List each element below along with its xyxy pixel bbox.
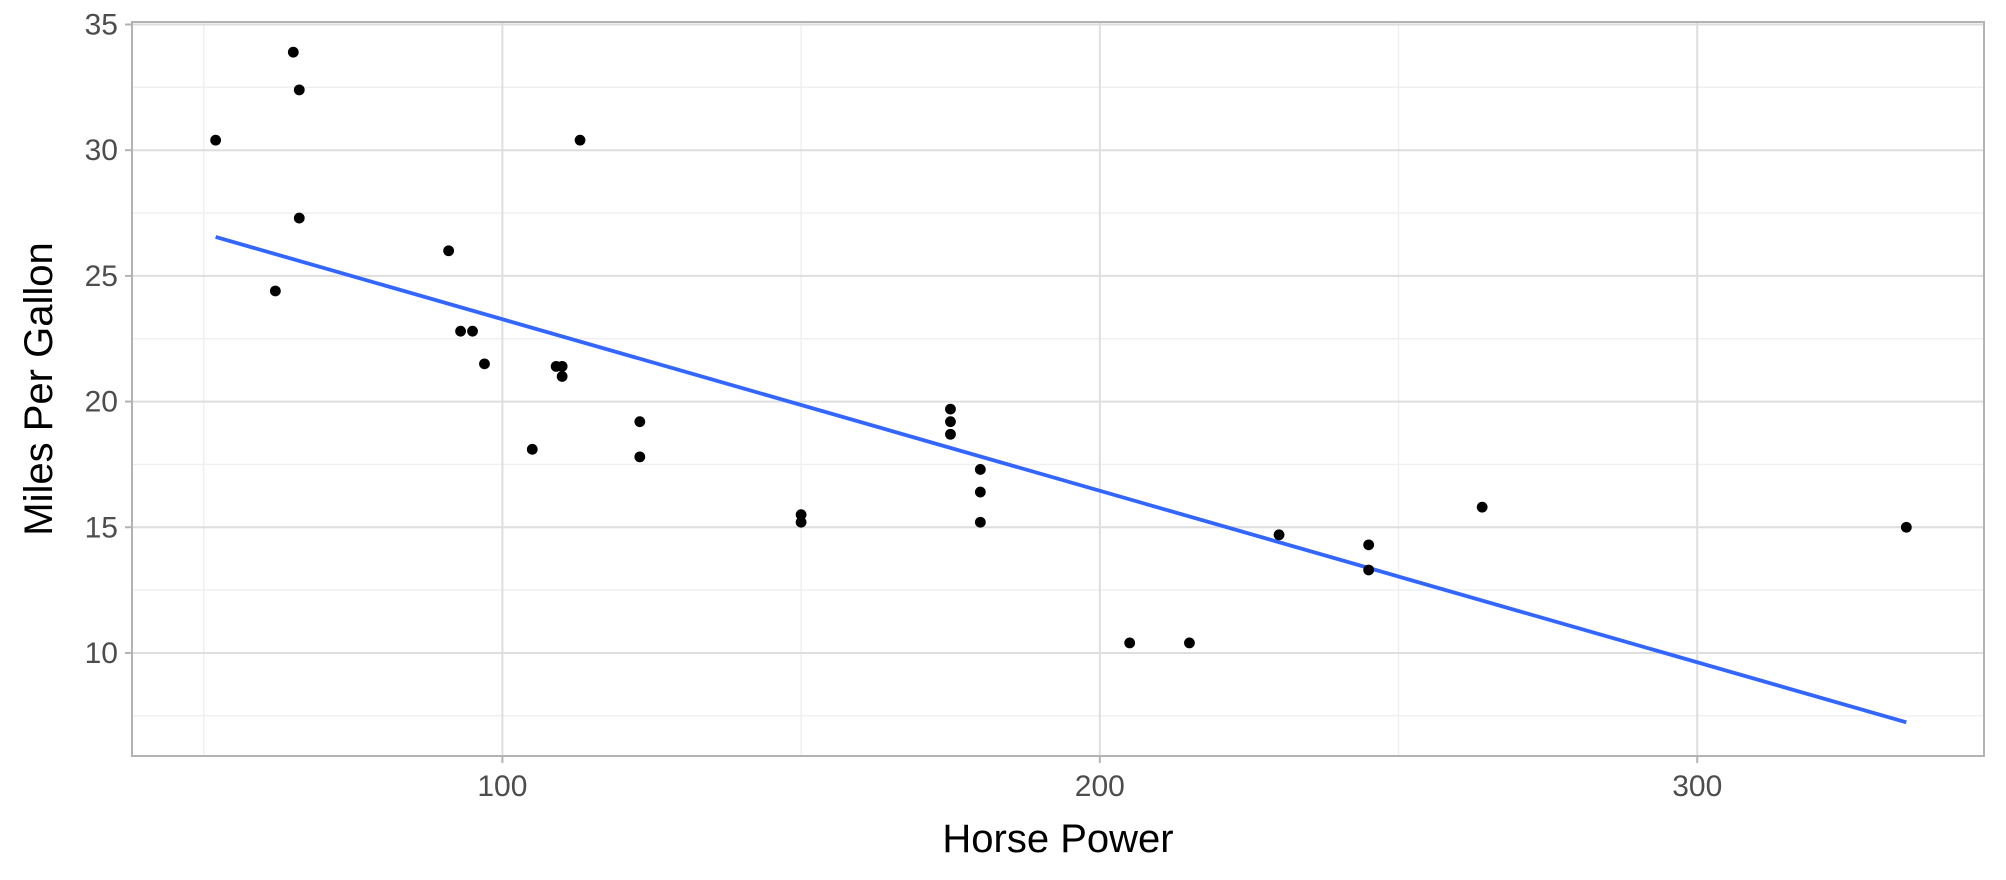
data-point <box>293 212 305 224</box>
data-point <box>945 403 956 415</box>
data-point <box>1273 529 1285 541</box>
x-tick-label: 300 <box>1672 770 1722 803</box>
data-point <box>269 285 281 297</box>
data-point <box>526 443 538 455</box>
regression-line-layer <box>215 235 1907 725</box>
y-axis-title: Miles Per Gallon <box>17 242 61 535</box>
x-tick-label: 200 <box>1075 770 1125 803</box>
data-point <box>974 516 986 528</box>
data-point <box>634 451 646 463</box>
data-point <box>974 464 986 475</box>
data-point <box>574 134 586 146</box>
panel-border <box>131 21 1985 757</box>
data-point <box>1900 521 1912 533</box>
y-tick-label: 25 <box>85 260 118 293</box>
x-axis-ticks: 100 200 300 <box>477 756 1722 803</box>
data-point <box>443 245 455 257</box>
data-point <box>479 358 490 370</box>
data-points <box>210 46 1912 649</box>
data-point <box>556 371 568 382</box>
data-point <box>1124 637 1136 649</box>
data-point <box>556 360 568 372</box>
data-point <box>210 134 222 146</box>
data-point <box>974 486 986 498</box>
data-point <box>287 46 299 58</box>
y-tick-label: 35 <box>85 9 118 42</box>
y-tick-label: 30 <box>85 134 118 167</box>
x-axis-title: Horse Power <box>942 817 1173 861</box>
y-tick-label: 10 <box>85 637 118 670</box>
data-point <box>455 325 466 337</box>
data-point <box>945 416 956 428</box>
data-point <box>1363 564 1375 576</box>
x-tick-label: 100 <box>477 770 527 803</box>
data-point <box>467 325 478 337</box>
grid-minor-lines <box>132 22 1984 756</box>
regression-line <box>215 235 1907 725</box>
y-axis-ticks: 10 15 20 25 30 35 <box>85 9 132 670</box>
y-tick-label: 20 <box>85 386 118 419</box>
data-point <box>1476 501 1488 513</box>
data-point <box>293 84 305 96</box>
data-point <box>1363 539 1375 551</box>
data-point <box>945 428 956 440</box>
data-point <box>795 516 807 528</box>
y-tick-label: 15 <box>85 511 118 544</box>
data-point <box>634 416 646 428</box>
data-point <box>1184 637 1195 649</box>
grid-major-lines <box>132 22 1984 756</box>
data-point <box>795 509 807 521</box>
